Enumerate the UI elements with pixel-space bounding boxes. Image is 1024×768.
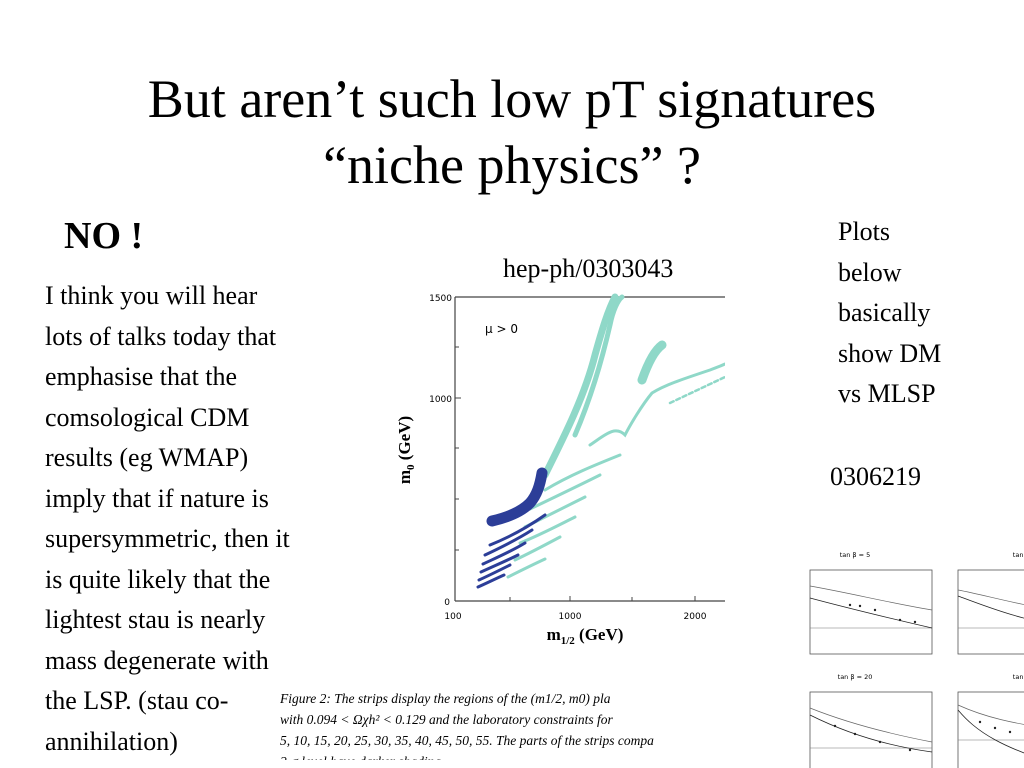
strip-light-5	[513, 535, 562, 562]
note-line: Plots	[838, 217, 891, 246]
side-note: Plots below basically show DM vs MLSP	[838, 212, 941, 415]
slide-title: But aren’t such low pT signatures “niche…	[0, 66, 1024, 198]
strip-dark-5	[477, 563, 512, 582]
y-tick-0: 0	[444, 598, 450, 608]
figure-caption: Figure 2: The strips display the regions…	[280, 688, 725, 760]
body-line: mass degenerate with	[45, 645, 269, 675]
strip-dark-3	[481, 541, 527, 566]
mini-plot: tan β =	[950, 548, 1024, 660]
strip-dark-6	[476, 573, 506, 589]
body-line: imply that if nature is	[45, 483, 269, 513]
reference-second: 0306219	[830, 462, 921, 491]
mini-plot-title: tan β =	[1012, 673, 1024, 681]
caption-line: with 0.094 < Ωχh² < 0.129 and the labora…	[280, 712, 613, 727]
strip-light-2	[528, 473, 602, 511]
caption-line: 2-σ level have darker shading.	[280, 751, 725, 760]
mini-plot-title: tan β =	[1012, 551, 1024, 559]
reference-hep-ph: hep-ph/0303043	[503, 254, 674, 283]
strip-dark-blob	[486, 467, 548, 527]
mini-plots-grid: tan β = 5 tan β = tan β = 20	[780, 548, 1024, 768]
strip-light-mid	[637, 340, 667, 385]
y-axis-label: m0 (GeV)	[395, 416, 417, 484]
mini-plot-title: tan β = 5	[839, 551, 871, 559]
strip-light-dotted	[668, 375, 725, 405]
mini-plot: tan β =	[950, 670, 1024, 768]
caption-line: 5, 10, 15, 20, 25, 30, 35, 40, 45, 50, 5…	[280, 733, 654, 748]
body-line: I think you will hear	[45, 281, 258, 310]
answer-heading: NO !	[64, 215, 144, 257]
mu-label: μ > 0	[485, 322, 518, 336]
plot-frame	[454, 296, 725, 602]
mini-plot: tan β = 20	[780, 670, 940, 768]
x-axis-label: m1/2 (GeV)	[547, 625, 624, 645]
x-tick-2000: 2000	[684, 612, 707, 622]
body-line: the LSP. (stau co-	[45, 686, 229, 715]
mini-plot-graph	[957, 569, 1024, 655]
strip-light-wiggle	[588, 362, 725, 447]
body-line: comsological CDM	[45, 402, 250, 432]
strip-light-large	[541, 293, 619, 479]
body-line: supersymmetric, then it	[45, 524, 290, 553]
strip-dark-2	[483, 528, 534, 557]
body-line: is quite likely that the	[45, 564, 271, 594]
caption-line: Figure 2: The strips display the regions…	[280, 691, 611, 706]
title-line-1: But aren’t such low pT signatures	[147, 69, 877, 129]
body-line: annihilation)	[45, 726, 178, 756]
body-line: lots of talks today that	[45, 321, 277, 351]
note-line: basically	[838, 298, 931, 327]
note-line: vs MLSP	[838, 379, 936, 408]
y-tick-1500: 1500	[429, 294, 452, 304]
body-line: results (eg WMAP)	[45, 443, 249, 472]
y-tick-1000: 1000	[429, 395, 452, 405]
x-tick-100: 100	[444, 612, 461, 622]
title-line-2: “niche physics” ?	[323, 135, 701, 195]
note-line: show DM	[838, 338, 942, 368]
strip-light-4	[518, 515, 577, 545]
body-line: lightest stau is nearly	[45, 605, 266, 634]
mini-plot-graph	[957, 691, 1024, 768]
x-tick-1000: 1000	[559, 612, 582, 622]
body-line: emphasise that the	[45, 362, 238, 391]
strip-dark-1	[488, 513, 547, 547]
mini-plot-title: tan β = 20	[837, 673, 873, 681]
mini-plot-graph	[809, 691, 933, 768]
wmap-strips-figure: 1500 1000 0 100 1000 2000 m1/2 (GeV) m0 …	[395, 293, 725, 645]
strip-light-large-2	[572, 294, 625, 438]
strip-light-6	[506, 557, 547, 579]
light-strips	[506, 293, 725, 579]
dark-strips	[476, 467, 548, 589]
strip-light-1	[543, 453, 622, 492]
tick-marks	[455, 346, 696, 601]
mini-plot-graph	[809, 569, 933, 655]
mini-plot: tan β = 5	[780, 548, 940, 660]
body-paragraph: I think you will hear lots of talks toda…	[45, 276, 385, 762]
note-line: below	[838, 257, 902, 287]
strip-dark-4	[479, 553, 520, 574]
